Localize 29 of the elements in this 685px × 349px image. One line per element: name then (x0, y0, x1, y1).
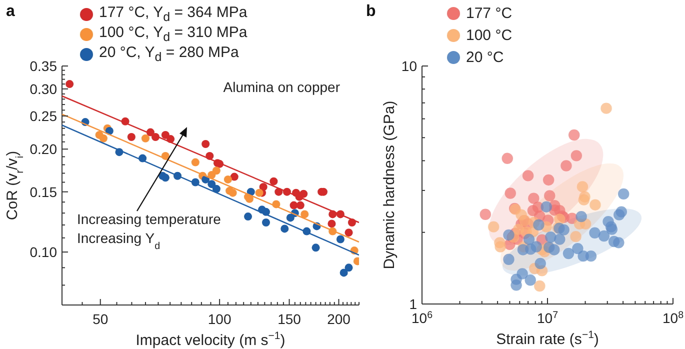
x-axis-title: Strain rate (s$^{−1}$) (496, 329, 599, 348)
x-tick-label: 50 (92, 311, 108, 327)
x-tick-label: 10$^{6}$ (411, 310, 434, 326)
y-axis-title: Dynamic hardness (GPa) (381, 100, 398, 270)
x-tick-label: 10$^{7}$ (536, 310, 558, 326)
legend-label: 20 °C, Y$_{d}$ = 280 MPa (99, 44, 239, 64)
annotation: Alumina on copper (223, 79, 340, 95)
x-tick-label: 200 (327, 311, 351, 327)
y-tick-label: 0.30 (30, 80, 58, 97)
y-tick-label: 1 (409, 296, 418, 312)
x-tick-label: 100 (208, 311, 232, 327)
chart-title: b (366, 3, 376, 20)
y-tick-label: 0.15 (30, 184, 58, 200)
x-axis-title: Impact velocity (m s$^{−1}$) (136, 330, 286, 349)
annotation: Increasing temperature (77, 211, 222, 227)
legend-label: 177 °C (466, 4, 512, 22)
x-tick-label: 10$^{8}$ (662, 310, 684, 326)
legend-label: 100 °C (466, 26, 512, 44)
annotation: Increasing Y$_{d}$ (77, 230, 160, 252)
legend-label: 177 °C, Y$_{d}$ = 364 MPa (99, 4, 248, 24)
y-tick-label: 0.25 (30, 108, 58, 124)
y-tick-label: 0.20 (30, 141, 58, 158)
chart-title: a (6, 3, 15, 20)
y-tick-label: 0.10 (30, 244, 58, 260)
y-tick-label: 0.35 (30, 58, 58, 74)
y-tick-label: 10 (401, 58, 418, 74)
legend-label: 20 °C (466, 48, 504, 66)
x-tick-label: 150 (278, 311, 302, 327)
legend-label: 100 °C, Y$_{d}$ = 310 MPa (99, 24, 248, 44)
